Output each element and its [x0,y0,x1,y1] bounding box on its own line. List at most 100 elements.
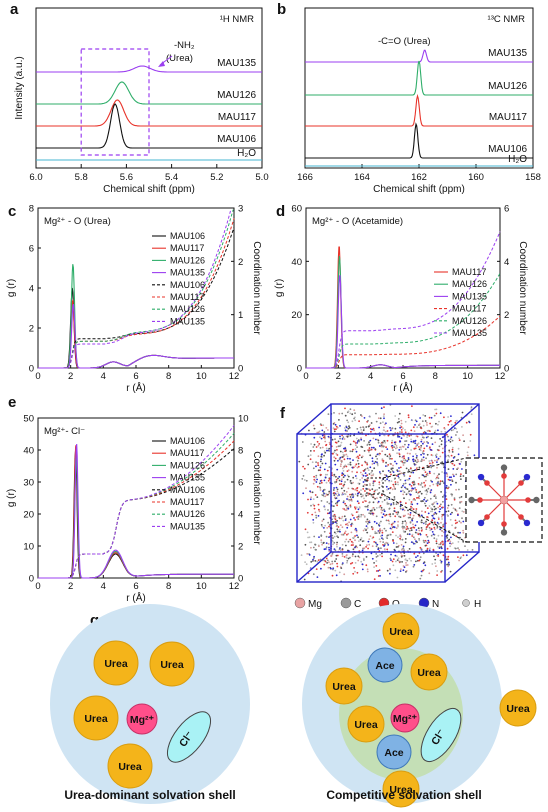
atom-dot [347,427,350,430]
atom-dot [310,443,312,445]
atom-dot [346,474,349,477]
gr-curve-MAU135-d [306,274,500,369]
atom-dot [352,548,355,551]
atom-dot [368,451,370,453]
atom-dot [423,447,426,450]
atom-dot [357,502,360,505]
atom-dot [389,557,392,560]
atom-dot [318,443,321,445]
atom-dot [344,414,347,417]
atom-dot [320,539,323,541]
chart-title-e: Mg²⁺- Cl⁻ [44,426,85,437]
atom-dot [366,444,369,446]
y2-tick-label-c: 3 [238,204,243,215]
atom-dot [389,427,391,429]
atom-dot [334,532,337,535]
atom-dot [397,520,399,523]
atom-dot [347,410,350,413]
atom-dot [435,408,438,411]
atom-dot [404,558,407,561]
atom-dot [391,446,394,449]
atom-dot [423,441,426,443]
atom-legend-label: N [432,599,439,610]
atom-dot [425,534,428,536]
atom-dot [425,540,427,543]
atom-dot [403,491,406,493]
atom-dot [401,520,404,523]
atom-dot [462,531,465,534]
atom-dot [389,429,392,432]
atom-dot [450,483,452,486]
atom-dot [351,413,354,416]
atom-dot [304,561,306,563]
atom-dot [437,480,440,483]
chart-title-d: Mg²⁺ - O (Acetamide) [312,216,403,227]
atom-dot [351,470,354,473]
x-tick-label-c: 12 [229,371,240,382]
atom-dot [405,524,407,526]
atom-dot [407,416,410,419]
atom-dot [350,540,353,543]
atom-dot [438,420,440,423]
atom-dot [309,450,312,452]
atom-dot [328,550,331,553]
atom-dot [307,463,310,466]
atom-dot [416,497,418,499]
atom-dot [461,468,463,470]
atom-dot [409,527,412,530]
atom-dot [435,507,437,510]
atom-dot [363,499,366,502]
atom-dot [386,548,389,551]
atom-dot [418,448,421,451]
atom-dot [408,533,411,536]
atom-dot [424,420,427,422]
atom-dot [341,543,344,546]
outer-urea-label: Urea [332,681,356,693]
atom-dot [315,476,317,479]
x-tick-label-c: 10 [196,371,207,382]
zoom-line-bottom [382,493,467,543]
atom-dot [410,440,413,443]
atom-dot [344,481,346,483]
atom-dot [330,554,333,557]
atom-dot [321,520,324,522]
atom-dot [413,542,415,545]
atom-dot [337,440,340,443]
atom-dot [415,560,417,563]
atom-dot [430,437,433,439]
atom-dot [353,567,355,569]
atom-dot [357,482,360,485]
atom-dot [337,477,339,480]
atom-dot [419,546,422,549]
atom-dot [359,426,362,429]
atom-dot [450,420,452,422]
atom-dot [329,563,332,566]
atom-dot [323,479,326,482]
atom-dot [369,483,371,485]
atom-dot [344,530,347,533]
atom-dot [347,557,350,560]
atom-dot [414,487,416,490]
x-tick-label-e: 8 [166,581,171,592]
atom-dot [355,529,358,532]
atom-dot [332,522,334,525]
atom-dot [383,548,386,550]
urea-label: Urea [104,658,128,670]
atom-dot [435,497,437,500]
atom-dot [426,474,429,476]
atom-dot [408,435,411,437]
atom-dot [320,458,322,461]
atom-dot [454,509,457,511]
atom-dot [392,539,394,542]
atom-dot [432,517,435,520]
atom-dot [345,509,348,511]
atom-dot [388,456,391,459]
atom-dot [377,441,380,444]
atom-dot [354,506,356,509]
atom-dot [353,417,355,420]
atom-dot [447,510,450,512]
atom-dot [338,494,340,496]
caption-h: Competitive solvation shell [326,788,481,802]
atom-dot [417,442,420,445]
x-tick-label-b: 158 [525,172,541,183]
